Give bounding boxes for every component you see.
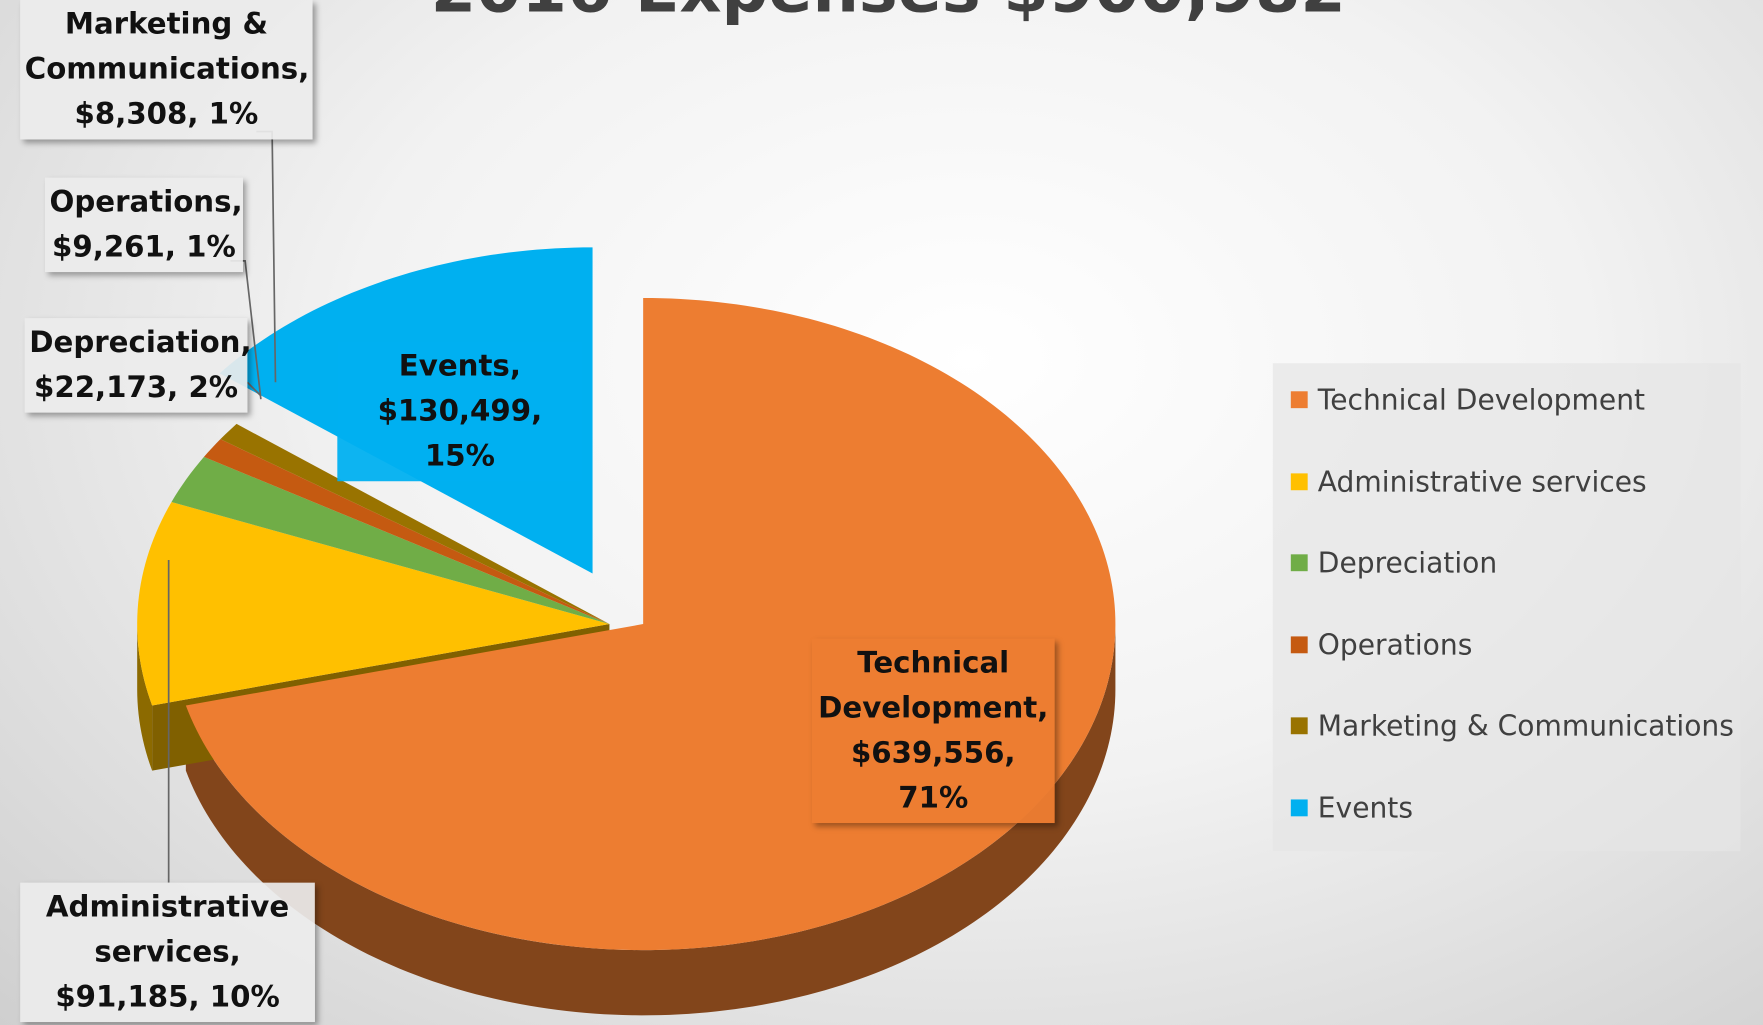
data-label: Administrative services, $91,185, 10% [20, 882, 315, 1023]
legend-label: Marketing & Communications [1317, 709, 1734, 743]
leader-line [246, 381, 262, 397]
legend-entry: Events [1290, 791, 1413, 825]
legend-entry: Marketing & Communications [1290, 709, 1734, 743]
chart-title: 2016 Expenses $900,982 [431, 0, 1346, 27]
legend: Technical Development Administrative serv… [1272, 363, 1741, 852]
pie-slice [220, 423, 610, 625]
legend-label: Technical Development [1317, 383, 1646, 417]
pie-slice [171, 456, 610, 625]
data-label: Operations, $9,261, 1% [44, 177, 243, 273]
data-label: Depreciation, $22,173, 2% [24, 318, 252, 413]
legend-swatch [1290, 717, 1308, 735]
legend-swatch [1290, 472, 1308, 490]
legend-label: Depreciation [1317, 546, 1498, 580]
legend-swatch [1290, 554, 1308, 572]
legend-swatch [1290, 799, 1308, 817]
legend-label: Operations [1317, 628, 1473, 661]
slice-side [137, 624, 153, 771]
data-label: Events, $130,499, 15% [337, 341, 583, 482]
slice-side [185, 624, 1116, 1016]
legend-label: Events [1317, 791, 1413, 825]
legend-entry: Technical Development [1290, 383, 1646, 417]
legend-swatch [1290, 391, 1308, 409]
legend-entry: Operations [1290, 628, 1473, 661]
legend-label: Administrative services [1317, 465, 1647, 498]
legend-entry: Depreciation [1290, 546, 1498, 580]
data-label: Technical Development, $639,556, 71% [811, 638, 1055, 824]
data-label: Marketing & Communications, $8,308, 1% [20, 0, 313, 140]
pie-slice [203, 439, 610, 625]
legend-entry: Administrative services [1290, 465, 1647, 498]
legend-swatch [1290, 636, 1308, 654]
pie-slice [137, 502, 610, 706]
